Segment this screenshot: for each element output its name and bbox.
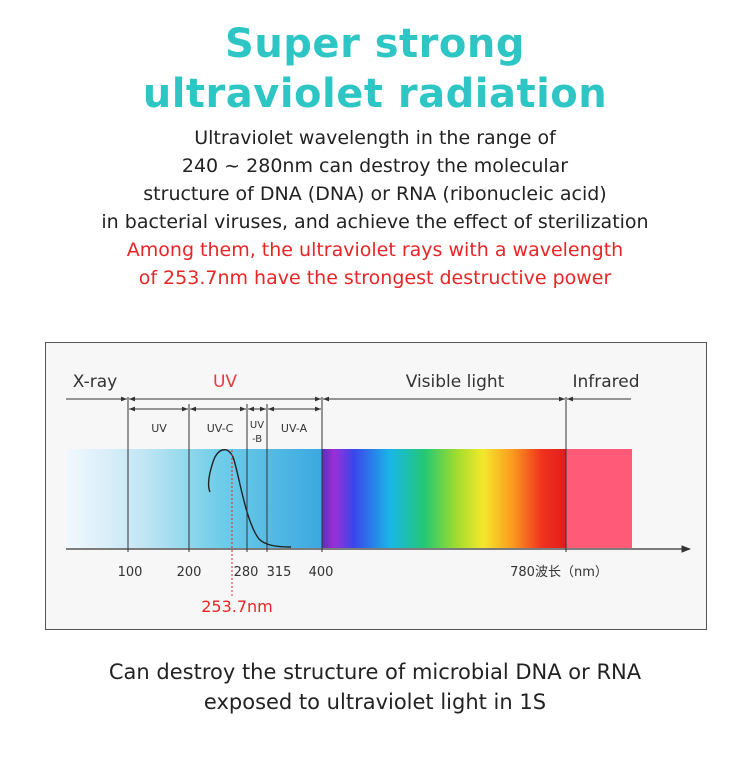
description-line-1: Ultraviolet wavelength in the range of: [194, 127, 556, 149]
uv-spectrum-band: [66, 449, 322, 548]
band-label-uvb-bottom: -B: [252, 434, 262, 445]
tick-label-100: 100: [118, 565, 143, 580]
tick-label-315: 315: [267, 565, 292, 580]
region-label-xray: X-ray: [73, 372, 117, 392]
band-label-uvb-top: UV: [250, 420, 264, 431]
absorption-curve: [207, 449, 292, 548]
band-label-uv: UV: [151, 422, 167, 435]
region-label-visible: Visible light: [406, 372, 505, 392]
description-line-3: structure of DNA (DNA) or RNA (ribonucle…: [143, 183, 607, 205]
tick-label-200: 200: [177, 565, 202, 580]
headline-line1: Super strong: [225, 21, 525, 67]
axis-unit-label: 780波长（nm）: [510, 565, 608, 580]
tick-label-280: 280: [234, 565, 259, 580]
headline-line2: ultraviolet radiation: [142, 71, 608, 117]
description-line-2: 240 ~ 280nm can destroy the molecular: [181, 155, 569, 177]
description-line-4: in bacterial viruses, and achieve the ef…: [101, 211, 649, 233]
region-label-infrared: Infrared: [572, 372, 639, 392]
infrared-spectrum-band: [566, 449, 632, 548]
tick-label-400: 400: [309, 565, 334, 580]
spectrum-diagram: X-ray UV Visible light Infrared UV UV-C …: [45, 342, 707, 630]
footer-line-2: exposed to ultraviolet light in 1S: [203, 690, 547, 714]
band-label-uva: UV-A: [281, 422, 308, 435]
band-label-uvc: UV-C: [207, 422, 234, 435]
highlight-line-2: of 253.7nm have the strongest destructiv…: [138, 267, 612, 289]
region-label-uv: UV: [213, 372, 237, 392]
footer-line-1: Can destroy the structure of microbial D…: [108, 660, 642, 684]
visible-spectrum-band: [322, 449, 566, 548]
highlight-line-1: Among them, the ultraviolet rays with a …: [126, 239, 624, 261]
peak-wavelength-label: 253.7nm: [201, 597, 273, 616]
